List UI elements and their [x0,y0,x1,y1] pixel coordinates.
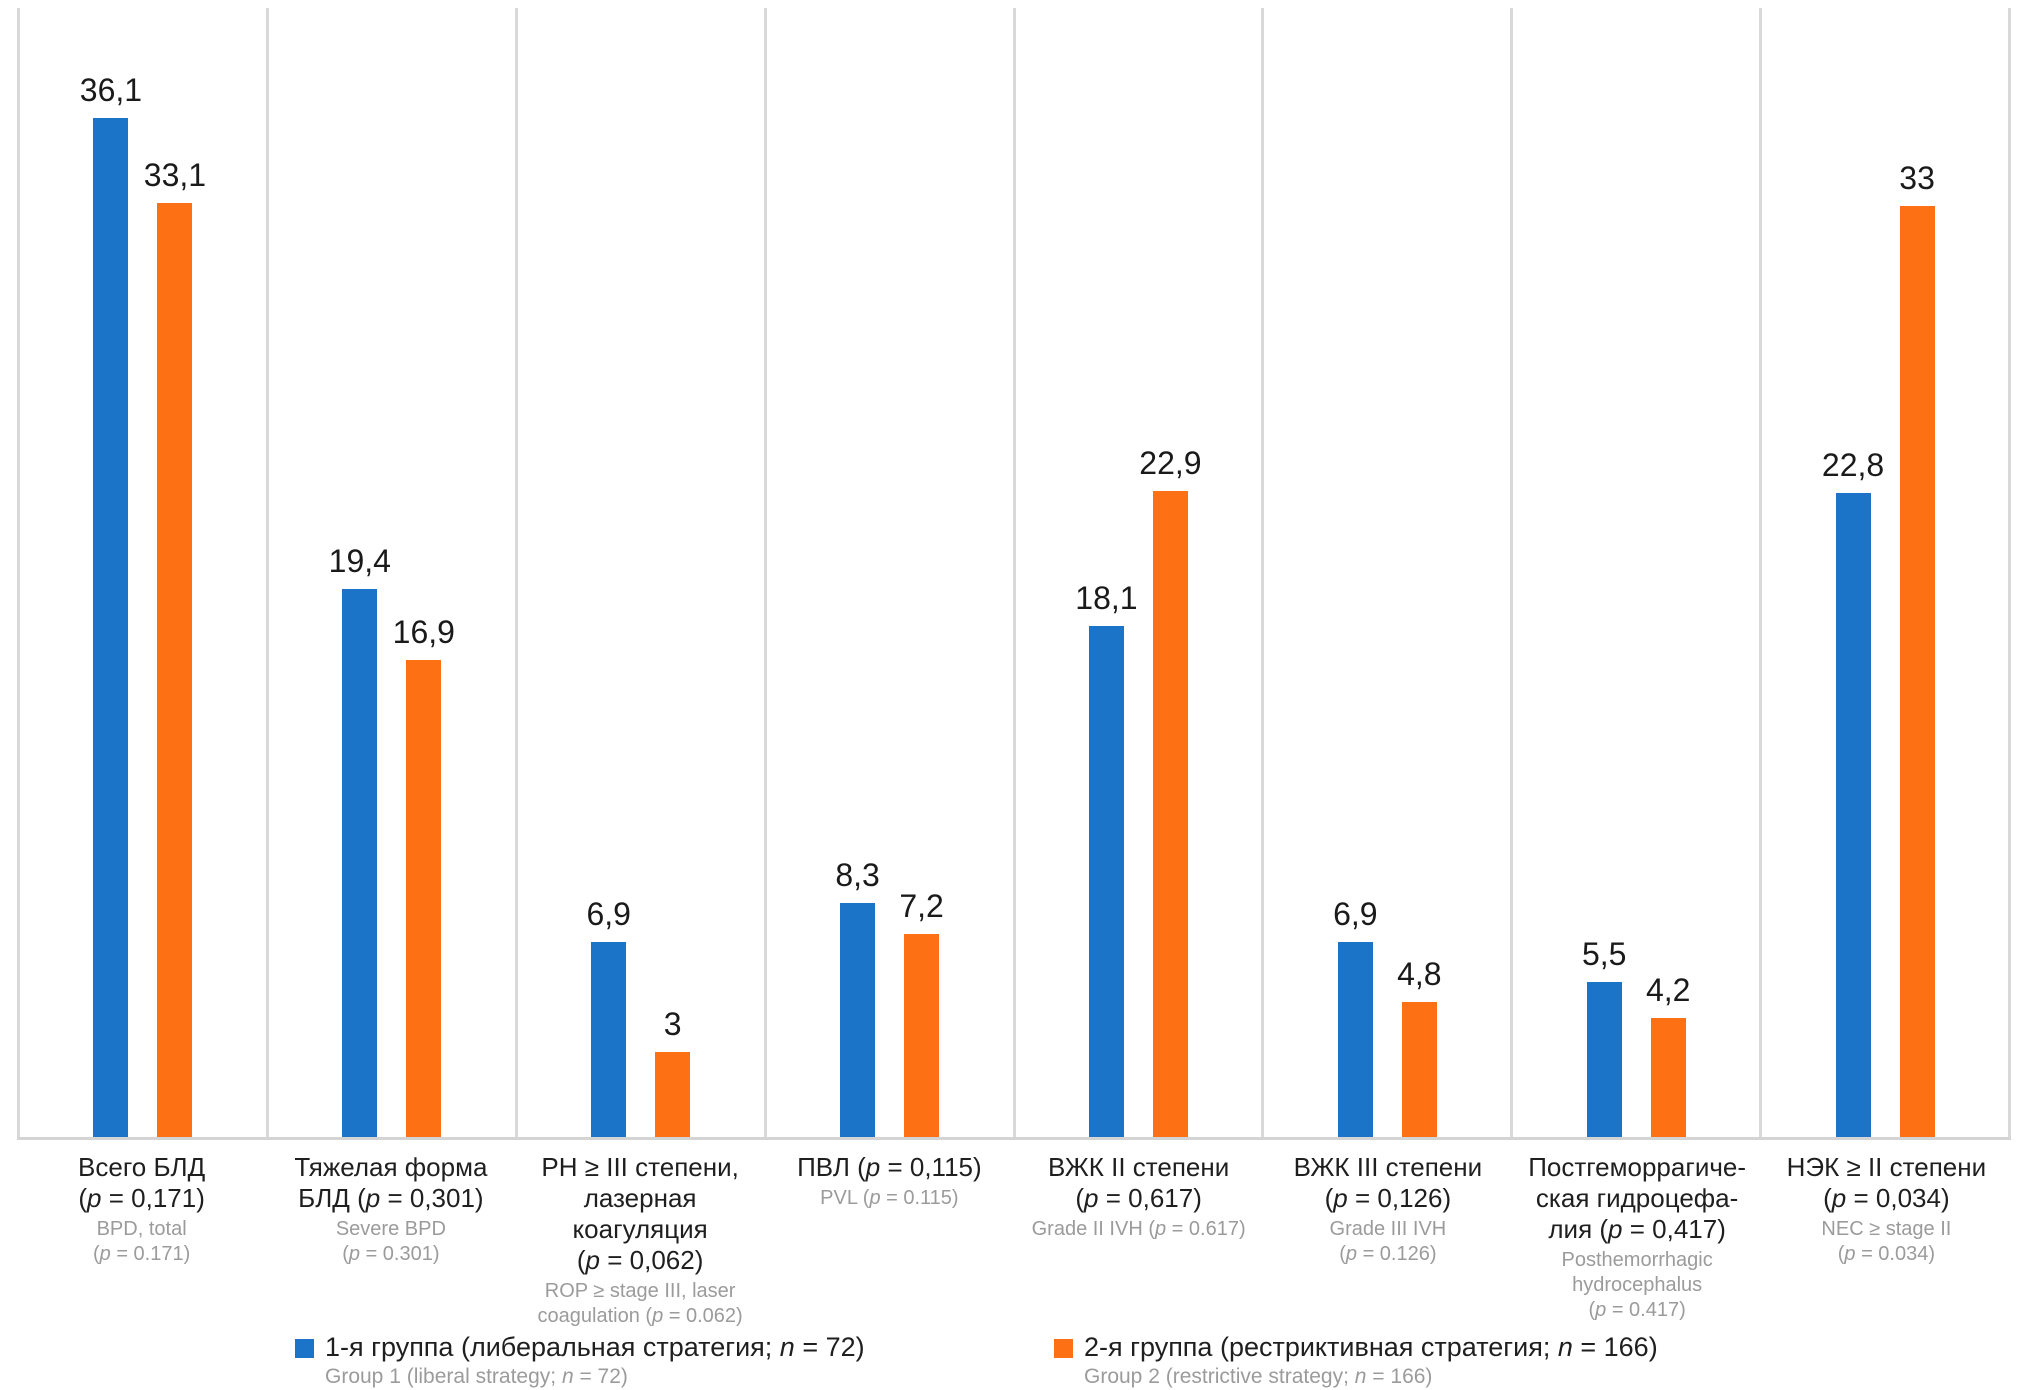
bar-series1 [591,942,627,1137]
bar-series1 [1586,982,1622,1137]
category-panel: 6,9 4,8 [1261,8,1510,1137]
legend-label-ru: 2-я группа (рестриктивная стратегия; n =… [1084,1332,1658,1362]
legend-label-en: Group 2 (restrictive strategy; n = 166) [1084,1365,1433,1388]
value-label: 33,1 [143,157,207,193]
bar-series1 [840,903,876,1137]
bar-series1 [342,589,378,1137]
value-label: 22,8 [1821,447,1885,483]
category-axis-labels: Всего БЛД (p = 0,171) BPD, total (p = 0.171… [17,1152,2011,1329]
category-label: ПВЛ (p = 0,115) PVL (p = 0.115) [765,1152,1014,1329]
category-label-ru: ПВЛ (p = 0,115) [797,1152,982,1182]
category-label-ru: РН ≥ III степени, лазерная коагуляция (p = … [541,1152,739,1275]
bar-series2 [1152,491,1188,1137]
category-panel: 6,9 3 [514,8,764,1137]
value-label: 22,9 [1139,445,1202,481]
value-label: 5,5 [1581,936,1627,972]
category-label-en: ROP ≥ stage III, laser coagulation (p = 0… [537,1280,743,1327]
value-label: 19,4 [328,543,391,579]
category-label: ВЖК II степени (p = 0,617) Grade II IVH (p… [1014,1152,1263,1329]
category-label: РН ≥ III степени, лазерная коагуляция (p = … [516,1152,765,1329]
value-label: 36,1 [79,72,143,108]
category-label-en: NEC ≥ stage II (p = 0.034) [1821,1218,1952,1265]
value-label: 3 [663,1006,682,1042]
category-label-en: PVL (p = 0.115) [820,1187,959,1209]
category-label-ru: ВЖК II степени (p = 0,617) [1047,1152,1230,1213]
category-label-ru: Всего БЛД (p = 0,171) [78,1152,206,1213]
category-panel: 19,4 16,9 [265,8,515,1137]
category-label: Тяжелая форма БЛД (p = 0,301) Severe BPD (p… [266,1152,515,1329]
bar-series1 [1337,942,1373,1137]
category-label-ru: Тяжелая форма БЛД (p = 0,301) [294,1152,488,1213]
value-label: 6,9 [1333,896,1378,932]
category-label: Всего БЛД (p = 0,171) BPD, total (p = 0.171… [17,1152,266,1329]
bar-series1 [93,118,129,1137]
bar-series2 [904,934,940,1137]
category-label: ВЖК III степени (p = 0,126) Grade III IVH(… [1263,1152,1512,1329]
legend-label-en: Group 1 (liberal strategy; n = 72) [325,1365,628,1388]
category-label-ru: НЭК ≥ II степени (p = 0,034) [1786,1152,1987,1213]
category-label-en: BPD, total (p = 0.171) [92,1218,191,1265]
legend-text: 2-я группа (рестриктивная стратегия; n =… [1084,1332,1658,1390]
legend-swatch-icon [295,1339,314,1358]
value-label: 6,9 [586,896,631,932]
bar-series2 [1899,206,1935,1137]
bar-series1 [1835,493,1871,1137]
category-label-ru: Постгеморрагиче-ская гидроцефа-лия (p = … [1528,1152,1747,1244]
category-panel: 5,5 4,2 [1510,8,1759,1137]
value-label: 4,8 [1397,956,1442,992]
legend-item-group1: 1-я группа (либеральная стратегия; n = 7… [295,1332,865,1390]
category-label: Постгеморрагиче-ская гидроцефа-лия (p = … [1513,1152,1762,1329]
bar-series2 [406,660,442,1137]
value-label: 33 [1899,160,1935,196]
legend-item-group2: 2-я группа (рестриктивная стратегия; n =… [1054,1332,1658,1390]
legend-label-ru: 1-я группа (либеральная стратегия; n = 7… [325,1332,865,1362]
category-label-ru: ВЖК III степени (p = 0,126) [1293,1152,1483,1213]
category-panel: 8,3 7,2 [763,8,1013,1137]
category-panel: 18,1 22,9 [1012,8,1262,1137]
value-label: 8,3 [835,857,880,893]
plot-area: 36,1 33,1 19,4 16,9 6,9 3 8,3 7,2 18,1 22,9 6,9 4,8… [17,8,2011,1140]
category-label: НЭК ≥ II степени (p = 0,034) NEC ≥ stage I… [1762,1152,2011,1329]
value-label: 16,9 [392,614,455,650]
legend-text: 1-я группа (либеральная стратегия; n = 7… [325,1332,865,1390]
category-panel: 36,1 33,1 [17,8,266,1137]
category-label-en: Grade III IVH (p = 0.126) [1329,1218,1447,1265]
bar-series2 [157,203,193,1137]
category-label-en: Grade II IVH (p = 0.617) [1031,1218,1246,1240]
bar-series2 [655,1052,691,1137]
value-label: 18,1 [1075,580,1138,616]
value-label: 4,2 [1645,972,1691,1008]
category-label-en: Severe BPD (p = 0.301) [335,1218,446,1265]
legend-swatch-icon [1054,1339,1073,1358]
bar-series2 [1650,1018,1686,1137]
bar-series1 [1088,626,1124,1137]
value-label: 7,2 [899,888,944,924]
category-label-en: Posthemorrhagic hydrocephalus (p = 0.417) [1561,1249,1713,1321]
bar-series2 [1401,1002,1437,1137]
category-panel: 22,8 33 [1759,8,2011,1137]
